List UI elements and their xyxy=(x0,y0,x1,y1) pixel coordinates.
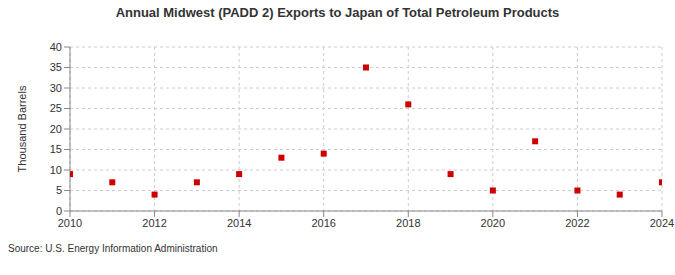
svg-text:Thousand Barrels: Thousand Barrels xyxy=(16,85,28,172)
svg-text:2020: 2020 xyxy=(481,217,505,229)
svg-text:15: 15 xyxy=(50,143,62,155)
svg-text:2014: 2014 xyxy=(227,217,251,229)
svg-text:20: 20 xyxy=(50,123,62,135)
svg-text:10: 10 xyxy=(50,164,62,176)
svg-text:2016: 2016 xyxy=(311,217,335,229)
svg-text:25: 25 xyxy=(50,102,62,114)
svg-text:5: 5 xyxy=(56,184,62,196)
html-text:Annual Midwest (PADD 2) Export: Annual Midwest (PADD 2) Exports to Japan… xyxy=(115,5,560,20)
svg-text:2012: 2012 xyxy=(142,217,166,229)
svg-text:35: 35 xyxy=(50,61,62,73)
svg-text:0: 0 xyxy=(56,205,62,217)
svg-text:2010: 2010 xyxy=(58,217,82,229)
html-text:Source: U.S. Energy Informatio: Source: U.S. Energy Information Administ… xyxy=(8,243,218,254)
svg-text:30: 30 xyxy=(50,82,62,94)
svg-text:40: 40 xyxy=(50,41,62,53)
svg-text:2018: 2018 xyxy=(396,217,420,229)
svg-text:2024: 2024 xyxy=(650,217,667,229)
svg-text:2022: 2022 xyxy=(565,217,589,229)
